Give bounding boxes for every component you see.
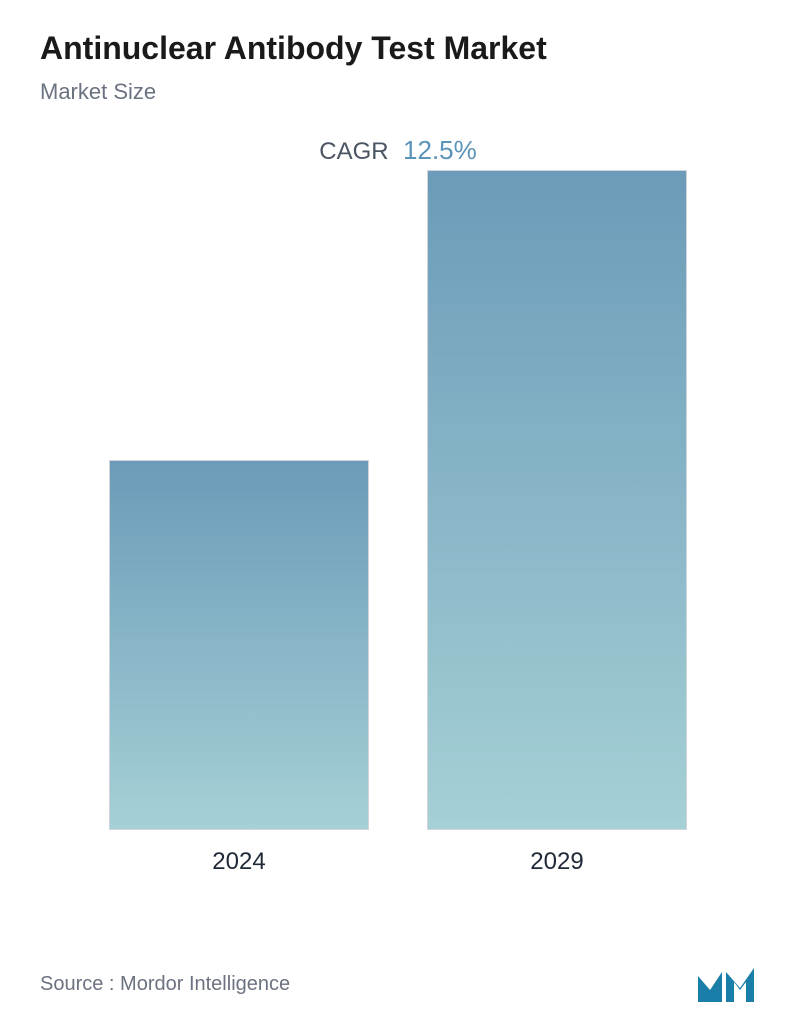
chart-title: Antinuclear Antibody Test Market [40, 30, 756, 67]
source-text: Source : Mordor Intelligence [40, 973, 290, 996]
chart-subtitle: Market Size [40, 79, 756, 105]
brand-logo [696, 964, 756, 1004]
bar-group-0: 2024 [109, 460, 369, 876]
logo-icon [696, 964, 756, 1004]
chart-footer: Source : Mordor Intelligence [40, 964, 756, 1004]
cagr-value: 12.5% [403, 135, 477, 165]
bar-0 [109, 460, 369, 830]
cagr-row: CAGR 12.5% [40, 135, 756, 166]
bar-1 [427, 170, 687, 830]
bar-label-1: 2029 [530, 848, 583, 876]
bar-label-0: 2024 [212, 848, 265, 876]
cagr-label: CAGR [319, 138, 388, 165]
bar-group-1: 2029 [427, 170, 687, 876]
bar-chart: 2024 2029 [40, 196, 756, 876]
